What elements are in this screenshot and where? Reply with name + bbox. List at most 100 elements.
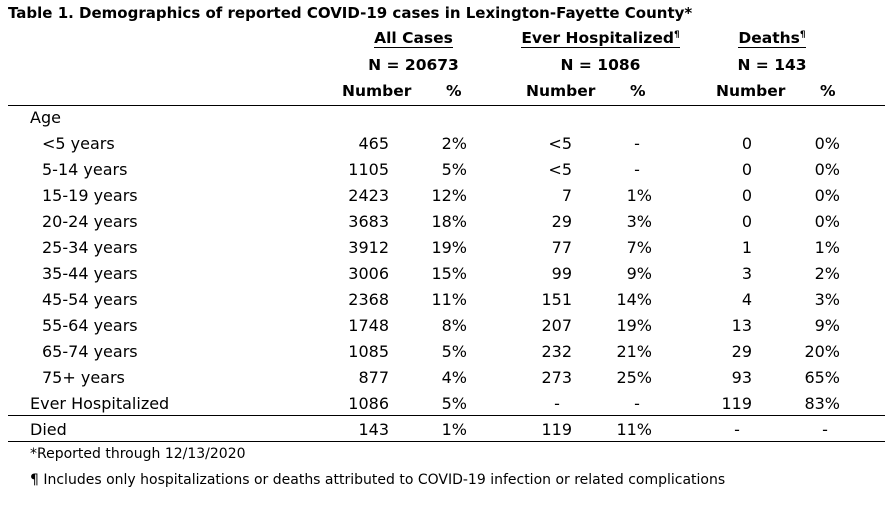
- n-ever-hospitalized: N = 1086: [560, 56, 641, 74]
- table-cell: 11%: [616, 420, 652, 439]
- table-cell: 5%: [441, 394, 467, 413]
- subheader-number: Number: [342, 82, 412, 100]
- subheader-pct: %: [446, 82, 462, 100]
- table-cell: 3: [741, 264, 752, 283]
- table-cell: 7: [561, 186, 572, 205]
- table-cell: 1086: [348, 394, 389, 413]
- table-cell: 3%: [814, 290, 840, 309]
- table-title: Table 1. Demographics of reported COVID-…: [8, 4, 693, 22]
- footnote-pilcrow: ¶ Includes only hospitalizations or deat…: [30, 472, 726, 488]
- table-cell: -: [634, 394, 640, 413]
- row-label: 15-19 years: [42, 186, 138, 205]
- table-cell: 13: [731, 316, 752, 335]
- table-cell: 3%: [626, 212, 652, 231]
- table-cell: 1%: [814, 238, 840, 257]
- table-cell: 0%: [814, 212, 840, 231]
- table-cell: 2368: [348, 290, 389, 309]
- table-cell: 3006: [348, 264, 389, 283]
- table-cell: 1%: [441, 420, 467, 439]
- table-cell: 1105: [348, 160, 389, 179]
- divider-bottom: [8, 441, 885, 442]
- table-cell: 2%: [814, 264, 840, 283]
- row-label: <5 years: [42, 134, 115, 153]
- row-label: 25-34 years: [42, 238, 138, 257]
- table-cell: 151: [541, 290, 572, 309]
- table-cell: 119: [721, 394, 752, 413]
- table-cell: 232: [541, 342, 572, 361]
- table-cell: 0%: [814, 160, 840, 179]
- row-label: 35-44 years: [42, 264, 138, 283]
- row-label: 55-64 years: [42, 316, 138, 335]
- table-cell: 99: [551, 264, 572, 283]
- n-deaths: N = 143: [737, 56, 807, 74]
- table-cell: 20%: [804, 342, 840, 361]
- row-label: 65-74 years: [42, 342, 138, 361]
- table-cell: 0: [741, 134, 752, 153]
- group-header-all-cases: All Cases: [336, 29, 491, 48]
- table-cell: 4%: [441, 368, 467, 387]
- table-cell: 29: [551, 212, 572, 231]
- table-cell: 18%: [431, 212, 467, 231]
- table-cell: -: [822, 420, 828, 439]
- group-label-all-cases: All Cases: [374, 29, 453, 48]
- table-cell: 273: [541, 368, 572, 387]
- group-header-deaths: Deaths¶: [708, 29, 836, 48]
- table-cell: 83%: [804, 394, 840, 413]
- table-cell: 19%: [431, 238, 467, 257]
- group-label-text: Deaths: [738, 29, 800, 47]
- table-cell: -: [554, 394, 560, 413]
- table-cell: 2%: [441, 134, 467, 153]
- table-cell: -: [634, 134, 640, 153]
- table-cell: 5%: [441, 342, 467, 361]
- pilcrow-mark: ¶: [673, 29, 680, 40]
- table-cell: 9%: [814, 316, 840, 335]
- table-cell: 1%: [626, 186, 652, 205]
- row-label: 45-54 years: [42, 290, 138, 309]
- table-cell: 29: [731, 342, 752, 361]
- table-cell: -: [734, 420, 740, 439]
- subheader-number: Number: [526, 82, 596, 100]
- table-cell: 0%: [814, 134, 840, 153]
- table-cell: 21%: [616, 342, 652, 361]
- group-label-text: Ever Hospitalized: [521, 29, 674, 47]
- subheader-number: Number: [716, 82, 786, 100]
- table-cell: -: [634, 160, 640, 179]
- pilcrow-mark: ¶: [799, 29, 806, 40]
- table-cell: 119: [541, 420, 572, 439]
- table-cell: 1085: [348, 342, 389, 361]
- divider-top-ever-hospitalized: [8, 415, 885, 416]
- table-cell: 7%: [626, 238, 652, 257]
- table-cell: 207: [541, 316, 572, 335]
- table-cell: 0: [741, 212, 752, 231]
- table-cell: 465: [358, 134, 389, 153]
- n-all-cases: N = 20673: [368, 56, 459, 74]
- table-cell: <5: [548, 134, 572, 153]
- table-cell: 19%: [616, 316, 652, 335]
- table-cell: 3683: [348, 212, 389, 231]
- table-cell: 9%: [626, 264, 652, 283]
- group-label-ever-hospitalized: Ever Hospitalized¶: [521, 29, 680, 48]
- subheader-pct: %: [630, 82, 646, 100]
- footnote-reported: *Reported through 12/13/2020: [30, 446, 246, 462]
- section-label-age: Age: [30, 108, 61, 127]
- group-header-ever-hospitalized: Ever Hospitalized¶: [518, 29, 683, 48]
- table-cell: 11%: [431, 290, 467, 309]
- table-cell: 0: [741, 186, 752, 205]
- table-cell: 15%: [431, 264, 467, 283]
- header-divider: [8, 105, 885, 106]
- row-label: 20-24 years: [42, 212, 138, 231]
- table-cell: 0%: [814, 186, 840, 205]
- row-label: 75+ years: [42, 368, 125, 387]
- table-cell: 4: [741, 290, 752, 309]
- table-cell: 12%: [431, 186, 467, 205]
- table-cell: 877: [358, 368, 389, 387]
- group-label-deaths: Deaths¶: [738, 29, 806, 48]
- table-cell: 5%: [441, 160, 467, 179]
- table-cell: 1748: [348, 316, 389, 335]
- subheader-pct: %: [820, 82, 836, 100]
- table-cell: 143: [358, 420, 389, 439]
- row-label: Ever Hospitalized: [30, 394, 170, 413]
- table-cell: 3912: [348, 238, 389, 257]
- table-cell: <5: [548, 160, 572, 179]
